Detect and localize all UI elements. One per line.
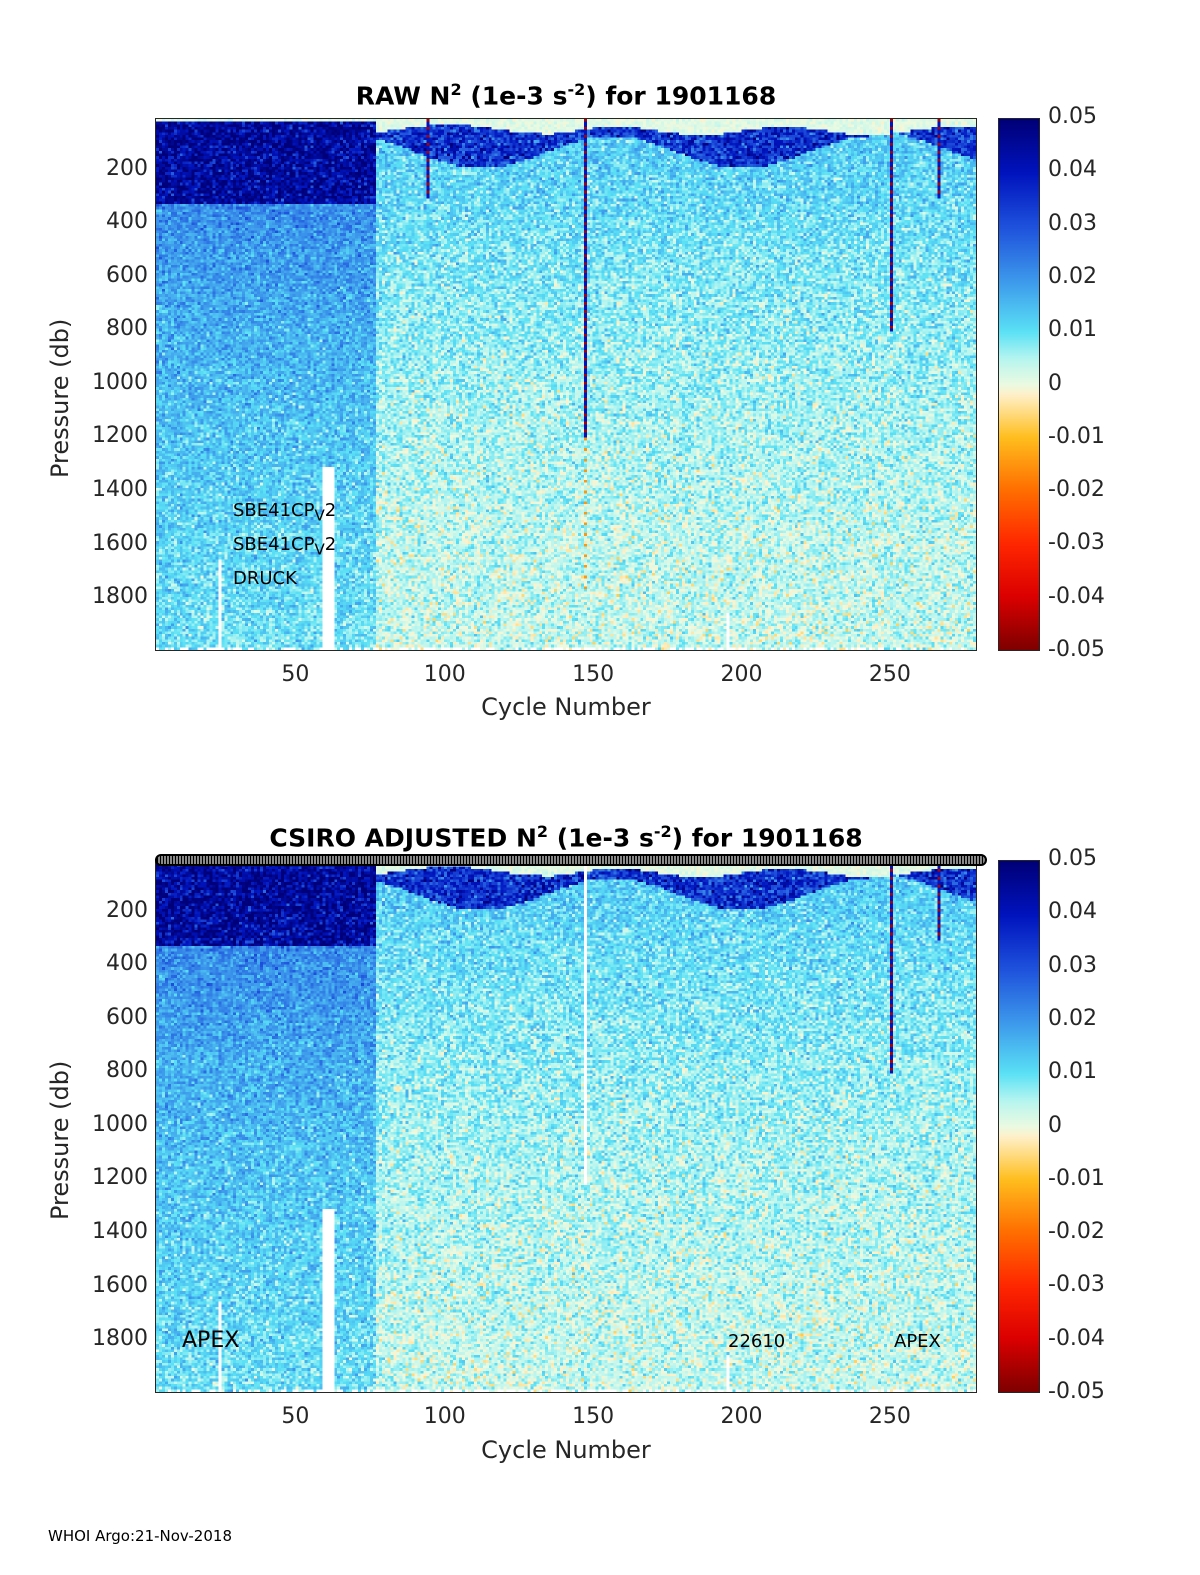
qc-marker-row bbox=[155, 854, 987, 866]
colorbar-tick-label: -0.05 bbox=[1048, 1379, 1105, 1404]
y-tick-label: 400 bbox=[106, 951, 148, 977]
colorbar-tick-label: -0.04 bbox=[1048, 583, 1105, 609]
platform-annotation-left: APEX bbox=[182, 1328, 240, 1353]
y-tick-label: 1600 bbox=[92, 530, 148, 556]
y-tick-label: 1200 bbox=[92, 423, 148, 449]
y-tick-label: 1600 bbox=[92, 1272, 148, 1298]
colorbar-tick-label: 0.02 bbox=[1048, 1005, 1097, 1031]
raw-title: RAW N2 (1e-3 s-2) for 1901168 bbox=[355, 80, 777, 111]
y-tick-label: 800 bbox=[106, 316, 148, 342]
footer-credit: WHOI Argo:21-Nov-2018 bbox=[48, 1527, 232, 1545]
y-tick-label: 1000 bbox=[92, 1111, 148, 1137]
adjusted-title: CSIRO ADJUSTED N2 (1e-3 s-2) for 1901168 bbox=[269, 822, 863, 853]
raw-colorbar bbox=[998, 118, 1040, 651]
y-tick-label: 1800 bbox=[92, 584, 148, 610]
colorbar-tick-label: -0.04 bbox=[1048, 1325, 1105, 1351]
raw-y-label: Pressure (db) bbox=[46, 318, 74, 478]
colorbar-tick-label: 0.04 bbox=[1048, 899, 1097, 925]
x-tick-label: 250 bbox=[868, 1404, 911, 1429]
colorbar-tick-label: 0.03 bbox=[1048, 952, 1097, 978]
colorbar-tick-label: 0.02 bbox=[1048, 263, 1097, 289]
x-tick-label: 200 bbox=[720, 662, 763, 687]
colorbar-tick-label: 0 bbox=[1048, 370, 1062, 396]
colorbar-tick-label: 0.04 bbox=[1048, 157, 1097, 183]
x-tick-label: 150 bbox=[572, 662, 615, 687]
x-tick-label: 50 bbox=[281, 1404, 310, 1429]
colorbar-tick-label: 0.03 bbox=[1048, 210, 1097, 236]
serial-annotation: 22610 bbox=[728, 1331, 786, 1352]
adjusted-x-label: Cycle Number bbox=[481, 1436, 651, 1464]
colorbar-tick-label: -0.05 bbox=[1048, 637, 1105, 662]
sensor-annotation-1: SBE41CPV2 bbox=[233, 500, 337, 525]
colorbar-tick-label: 0.01 bbox=[1048, 1059, 1097, 1085]
y-tick-label: 1200 bbox=[92, 1165, 148, 1191]
y-tick-label: 1000 bbox=[92, 369, 148, 395]
adjusted-colorbar bbox=[998, 860, 1040, 1393]
raw-x-label: Cycle Number bbox=[481, 693, 651, 721]
colorbar-tick-label: 0.05 bbox=[1048, 104, 1097, 129]
y-tick-label: 400 bbox=[106, 209, 148, 235]
colorbar-tick-label: -0.03 bbox=[1048, 530, 1105, 556]
colorbar-tick-label: -0.01 bbox=[1048, 1165, 1105, 1191]
colorbar-tick-label: 0.01 bbox=[1048, 317, 1097, 343]
x-tick-label: 50 bbox=[281, 662, 310, 687]
colorbar-tick-label: -0.03 bbox=[1048, 1272, 1105, 1298]
x-tick-label: 100 bbox=[423, 1404, 466, 1429]
adjusted-y-label: Pressure (db) bbox=[46, 1060, 74, 1220]
x-tick-label: 250 bbox=[868, 662, 911, 687]
y-tick-label: 600 bbox=[106, 1004, 148, 1030]
raw-heatmap bbox=[155, 118, 977, 651]
x-tick-label: 100 bbox=[423, 662, 466, 687]
y-tick-label: 1800 bbox=[92, 1326, 148, 1352]
colorbar-tick-label: -0.02 bbox=[1048, 1219, 1105, 1245]
x-tick-label: 200 bbox=[720, 1404, 763, 1429]
sensor-annotation-2: SBE41CPV2 bbox=[233, 534, 337, 559]
x-tick-label: 150 bbox=[572, 1404, 615, 1429]
colorbar-tick-label: -0.01 bbox=[1048, 423, 1105, 449]
y-tick-label: 200 bbox=[106, 155, 148, 181]
platform-annotation-right: APEX bbox=[894, 1331, 941, 1352]
y-tick-label: 1400 bbox=[92, 1218, 148, 1244]
colorbar-tick-label: 0.05 bbox=[1048, 846, 1097, 871]
y-tick-label: 1400 bbox=[92, 476, 148, 502]
colorbar-tick-label: 0 bbox=[1048, 1112, 1062, 1138]
colorbar-tick-label: -0.02 bbox=[1048, 477, 1105, 503]
sensor-annotation-3: DRUCK bbox=[233, 568, 297, 589]
adjusted-heatmap bbox=[155, 860, 977, 1393]
y-tick-label: 200 bbox=[106, 897, 148, 923]
y-tick-label: 600 bbox=[106, 262, 148, 288]
y-tick-label: 800 bbox=[106, 1058, 148, 1084]
